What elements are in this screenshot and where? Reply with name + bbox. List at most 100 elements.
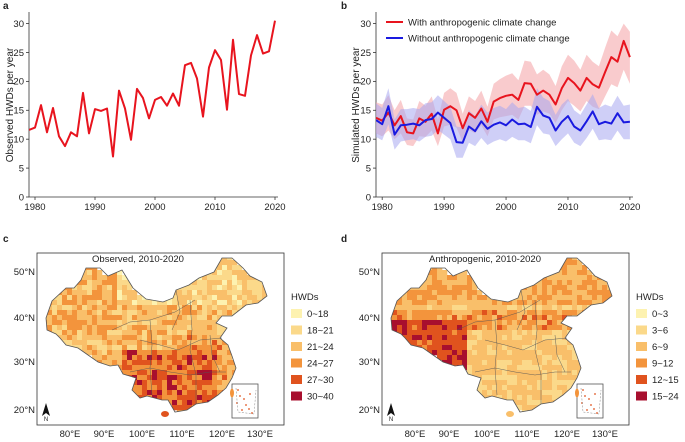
- map-c-grid-cell: [137, 330, 143, 336]
- map-d-grid-cell: [587, 285, 593, 291]
- map-c-grid-cell: [232, 285, 238, 291]
- map-c-inset-island: [239, 395, 241, 397]
- map-d-grid-cell: [397, 310, 403, 316]
- map-d-grid-cell: [492, 360, 498, 366]
- map-d-grid-cell: [577, 300, 583, 306]
- map-d-grid-cell: [532, 345, 538, 351]
- map-c-grid-cell: [137, 310, 143, 316]
- map-d-grid-cell: [572, 295, 578, 301]
- map-d-grid-cell: [472, 350, 478, 356]
- map-d-grid-cell: [542, 310, 548, 316]
- map-c-grid-cell: [132, 360, 138, 366]
- map-d-grid-cell: [392, 310, 398, 316]
- map-d-grid-cell: [562, 360, 568, 366]
- map-c-grid-cell: [172, 325, 178, 331]
- map-d-grid-cell: [592, 295, 598, 301]
- map-c-grid-cell: [92, 270, 98, 276]
- map-c-grid-cell: [117, 280, 123, 286]
- map-c-grid-cell: [147, 305, 153, 311]
- map-c-grid-cell: [262, 290, 267, 296]
- map-c-grid-cell: [112, 305, 118, 311]
- map-d-grid-cell: [457, 340, 463, 346]
- map-d-grid-cell: [547, 325, 553, 331]
- map-c-grid-cell: [202, 305, 208, 311]
- map-d-grid-cell: [517, 295, 523, 301]
- map-c-province-line: [129, 367, 226, 376]
- map-c-grid-cell: [212, 340, 218, 346]
- map-d-grid-cell: [547, 395, 553, 401]
- map-c-grid-cell: [232, 270, 238, 276]
- map-d-grid-cell: [457, 295, 463, 301]
- map-c-grid-cell: [117, 300, 123, 306]
- map-c-grid-cell: [222, 340, 228, 346]
- map-d-grid-cell: [417, 335, 423, 341]
- map-c-grid-cell: [212, 365, 218, 371]
- map-d-grid-cell: [567, 365, 573, 371]
- map-d-grid-cell: [517, 305, 523, 311]
- map-d-grid-cell: [552, 295, 558, 301]
- map-c-grid-cell: [187, 305, 193, 311]
- map-d-grid-cell: [507, 395, 513, 401]
- map-d-grid-cell: [507, 330, 513, 336]
- map-c-grid-cell: [72, 290, 78, 296]
- map-c-grid-cell: [177, 295, 183, 301]
- chart-a-xtick-label: 1990: [84, 202, 105, 213]
- map-d-grid-cell: [537, 390, 543, 396]
- map-d-grid-cell: [422, 335, 428, 341]
- map-d-grid-cell: [557, 275, 563, 281]
- map-c-grid-cell: [87, 310, 93, 316]
- map-c-grid-cell: [202, 385, 208, 391]
- chart-a-ytick-label: 10: [13, 134, 24, 145]
- panel-label-d: d: [341, 234, 347, 245]
- map-d-grid-cell: [467, 365, 473, 371]
- map-c-grid-cell: [232, 275, 238, 281]
- map-d-grid-cell: [492, 300, 498, 306]
- map-c-grid-cell: [217, 275, 223, 281]
- map-c-grid-cell: [187, 400, 193, 406]
- map-c-grid-cell: [87, 315, 93, 321]
- map-c-grid-cell: [97, 320, 103, 326]
- map-d-grid-cell: [487, 370, 493, 376]
- map-c-grid-cell: [127, 290, 133, 296]
- map-d-grid-cell: [497, 300, 503, 306]
- map-d-grid-cell: [487, 335, 493, 341]
- map-d-grid-cell: [512, 380, 518, 386]
- map-d-grid-cell: [577, 275, 583, 281]
- map-d-grid-cell: [492, 320, 498, 326]
- map-c-grid-cell: [152, 330, 158, 336]
- map-c-grid-cell: [187, 335, 193, 341]
- map-c-grid-cell: [122, 365, 128, 371]
- map-d-grid-cell: [452, 320, 458, 326]
- map-c-grid-cell: [202, 295, 208, 301]
- map-d-grid-cell: [562, 325, 568, 331]
- map-c-grid-cell: [152, 335, 158, 341]
- map-d-grid-cell: [567, 380, 573, 386]
- map-c-grid-cell: [102, 350, 108, 356]
- map-c-grid-cell: [62, 300, 68, 306]
- chart-a-xtick-label: 1980: [24, 202, 45, 213]
- map-c-inset-island: [237, 389, 239, 391]
- map-c-grid-cell: [207, 275, 213, 281]
- map-d-grid-cell: [482, 370, 488, 376]
- map-c-grid-cell: [102, 360, 108, 366]
- map-c-grid-cell: [102, 340, 108, 346]
- map-d-grid-cell: [562, 285, 568, 291]
- map-d-grid-cell: [422, 290, 428, 296]
- map-d-grid-cell: [412, 290, 418, 296]
- map-d-grid-cell: [552, 340, 558, 346]
- map-c-grid-cell: [207, 335, 213, 341]
- map-c-grid-cell: [72, 330, 78, 336]
- map-c-grid-cell: [82, 315, 88, 321]
- map-c-grid-cell: [87, 345, 93, 351]
- map-c-grid-cell: [107, 275, 113, 281]
- map-d-grid-cell: [557, 305, 563, 311]
- map-c-grid-cell: [177, 340, 183, 346]
- map-c-grid-cell: [46, 315, 48, 321]
- map-c-grid-cell: [187, 300, 193, 306]
- map-c-grid-cell: [157, 370, 163, 376]
- chart-a-series-line-0: [29, 20, 276, 158]
- map-d-grid-cell: [507, 370, 513, 376]
- map-c-grid-cell: [147, 340, 153, 346]
- map-c-grid-cell: [177, 380, 183, 386]
- map-d-grid-cell: [517, 375, 523, 381]
